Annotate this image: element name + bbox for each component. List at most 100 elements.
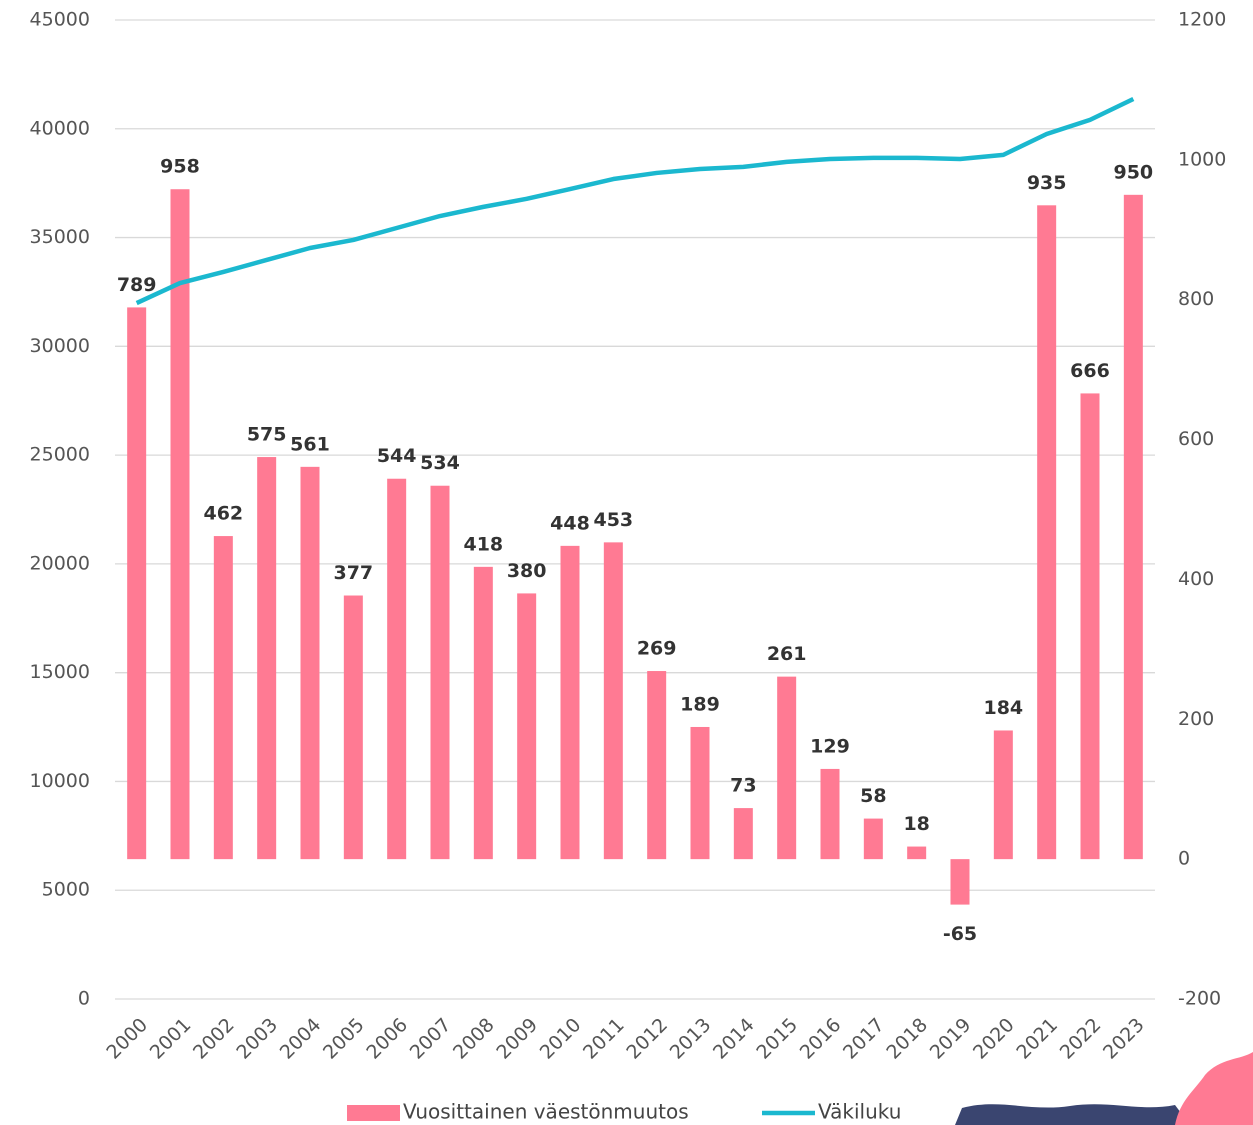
bar	[690, 726, 710, 860]
decoration	[955, 1052, 1253, 1125]
bar	[213, 536, 233, 860]
y-tick-label: 20000	[30, 552, 90, 574]
y-tick-label: 30000	[30, 335, 90, 357]
x-tick-label: 2000	[102, 1014, 152, 1064]
legend-swatch	[347, 1105, 400, 1121]
bar	[343, 595, 363, 860]
data-label: 958	[160, 156, 200, 178]
data-label: 184	[983, 697, 1023, 719]
y2-tick-label: -200	[1178, 988, 1221, 1010]
bar	[387, 478, 407, 860]
data-label: 448	[550, 512, 590, 534]
data-label: 18	[903, 813, 929, 835]
data-label: 575	[247, 424, 287, 446]
x-tick-label: 2012	[622, 1014, 672, 1064]
y2-tick-label: 1000	[1178, 148, 1226, 170]
data-label: 534	[420, 452, 460, 474]
data-label: 189	[680, 693, 720, 715]
data-label: 950	[1113, 161, 1153, 183]
y2-tick-label: 800	[1178, 288, 1214, 310]
bar	[127, 307, 147, 860]
x-tick-label: 2001	[146, 1014, 196, 1064]
x-tick-label: 2014	[709, 1014, 759, 1064]
data-label: 73	[730, 775, 756, 797]
legend-label: Väkiluku	[818, 1100, 901, 1124]
y2-tick-label: 1200	[1178, 9, 1226, 31]
x-tick-label: 2021	[1012, 1014, 1062, 1064]
bar	[517, 593, 537, 860]
bar	[993, 730, 1013, 860]
x-tick-label: 2018	[882, 1014, 932, 1064]
y-tick-label: 15000	[30, 661, 90, 683]
data-label: 418	[463, 533, 503, 555]
bar	[560, 545, 580, 860]
y-tick-label: 25000	[30, 444, 90, 466]
x-tick-label: 2020	[969, 1014, 1019, 1064]
data-label: 129	[810, 735, 850, 757]
y-tick-label: 10000	[30, 770, 90, 792]
data-label: 377	[333, 562, 373, 584]
bar	[300, 466, 320, 860]
x-tick-label: 2003	[232, 1014, 282, 1064]
line	[135, 96, 1135, 306]
x-tick-label: 2009	[492, 1014, 542, 1064]
bar	[1037, 205, 1057, 860]
bar	[733, 808, 753, 860]
bar	[603, 542, 623, 860]
decor-blob	[1175, 1052, 1253, 1125]
decor-wave	[955, 1104, 1190, 1125]
y-tick-label: 5000	[42, 879, 90, 901]
y-tick-label: 35000	[30, 226, 90, 248]
bar	[473, 566, 493, 860]
bar	[820, 768, 840, 860]
y-tick-label: 40000	[30, 117, 90, 139]
bar	[170, 189, 190, 860]
data-label: 544	[377, 445, 417, 467]
x-tick-label: 2019	[926, 1014, 976, 1064]
bar	[1080, 393, 1100, 860]
x-tick-label: 2016	[796, 1014, 846, 1064]
legend-label: Vuosittainen väestönmuutos	[403, 1100, 689, 1124]
bar	[430, 485, 450, 860]
data-label: 789	[117, 274, 157, 296]
y-tick-label: 45000	[30, 9, 90, 31]
x-tick-label: 2006	[362, 1014, 412, 1064]
x-tick-label: 2010	[536, 1014, 586, 1064]
data-label: 269	[637, 638, 677, 660]
bar	[647, 671, 667, 860]
bar	[257, 457, 277, 860]
bar	[863, 818, 883, 860]
data-label: 261	[767, 643, 807, 665]
x-tick-label: 2015	[752, 1014, 802, 1064]
bar	[907, 846, 927, 860]
y2-tick-label: 0	[1178, 848, 1190, 870]
x-tick-label: 2002	[189, 1014, 239, 1064]
x-tick-label: 2017	[839, 1014, 889, 1064]
data-label: 380	[507, 560, 547, 582]
x-tick-label: 2011	[579, 1014, 629, 1064]
x-tick-label: 2004	[276, 1014, 326, 1064]
x-tick-label: 2013	[666, 1014, 716, 1064]
y2-tick-label: 600	[1178, 428, 1214, 450]
x-tick-label: 2008	[449, 1014, 499, 1064]
data-label: 453	[593, 509, 633, 531]
y2-tick-label: 400	[1178, 568, 1214, 590]
y-tick-label: 0	[78, 988, 90, 1010]
bar	[950, 859, 970, 905]
x-tick-label: 2023	[1099, 1014, 1149, 1064]
data-label: 58	[860, 785, 886, 807]
data-label: 666	[1070, 360, 1110, 382]
data-label: -65	[943, 923, 977, 945]
x-tick-label: 2022	[1056, 1014, 1106, 1064]
data-label: 462	[203, 503, 243, 525]
x-tick-label: 2007	[406, 1014, 456, 1064]
x-tick-label: 2005	[319, 1014, 369, 1064]
bar	[777, 676, 797, 860]
y2-tick-label: 200	[1178, 708, 1214, 730]
bar	[1123, 194, 1143, 860]
data-label: 935	[1027, 172, 1067, 194]
plot: 0500010000150002000025000300003500040000…	[30, 9, 1227, 1124]
data-label: 561	[290, 433, 330, 455]
